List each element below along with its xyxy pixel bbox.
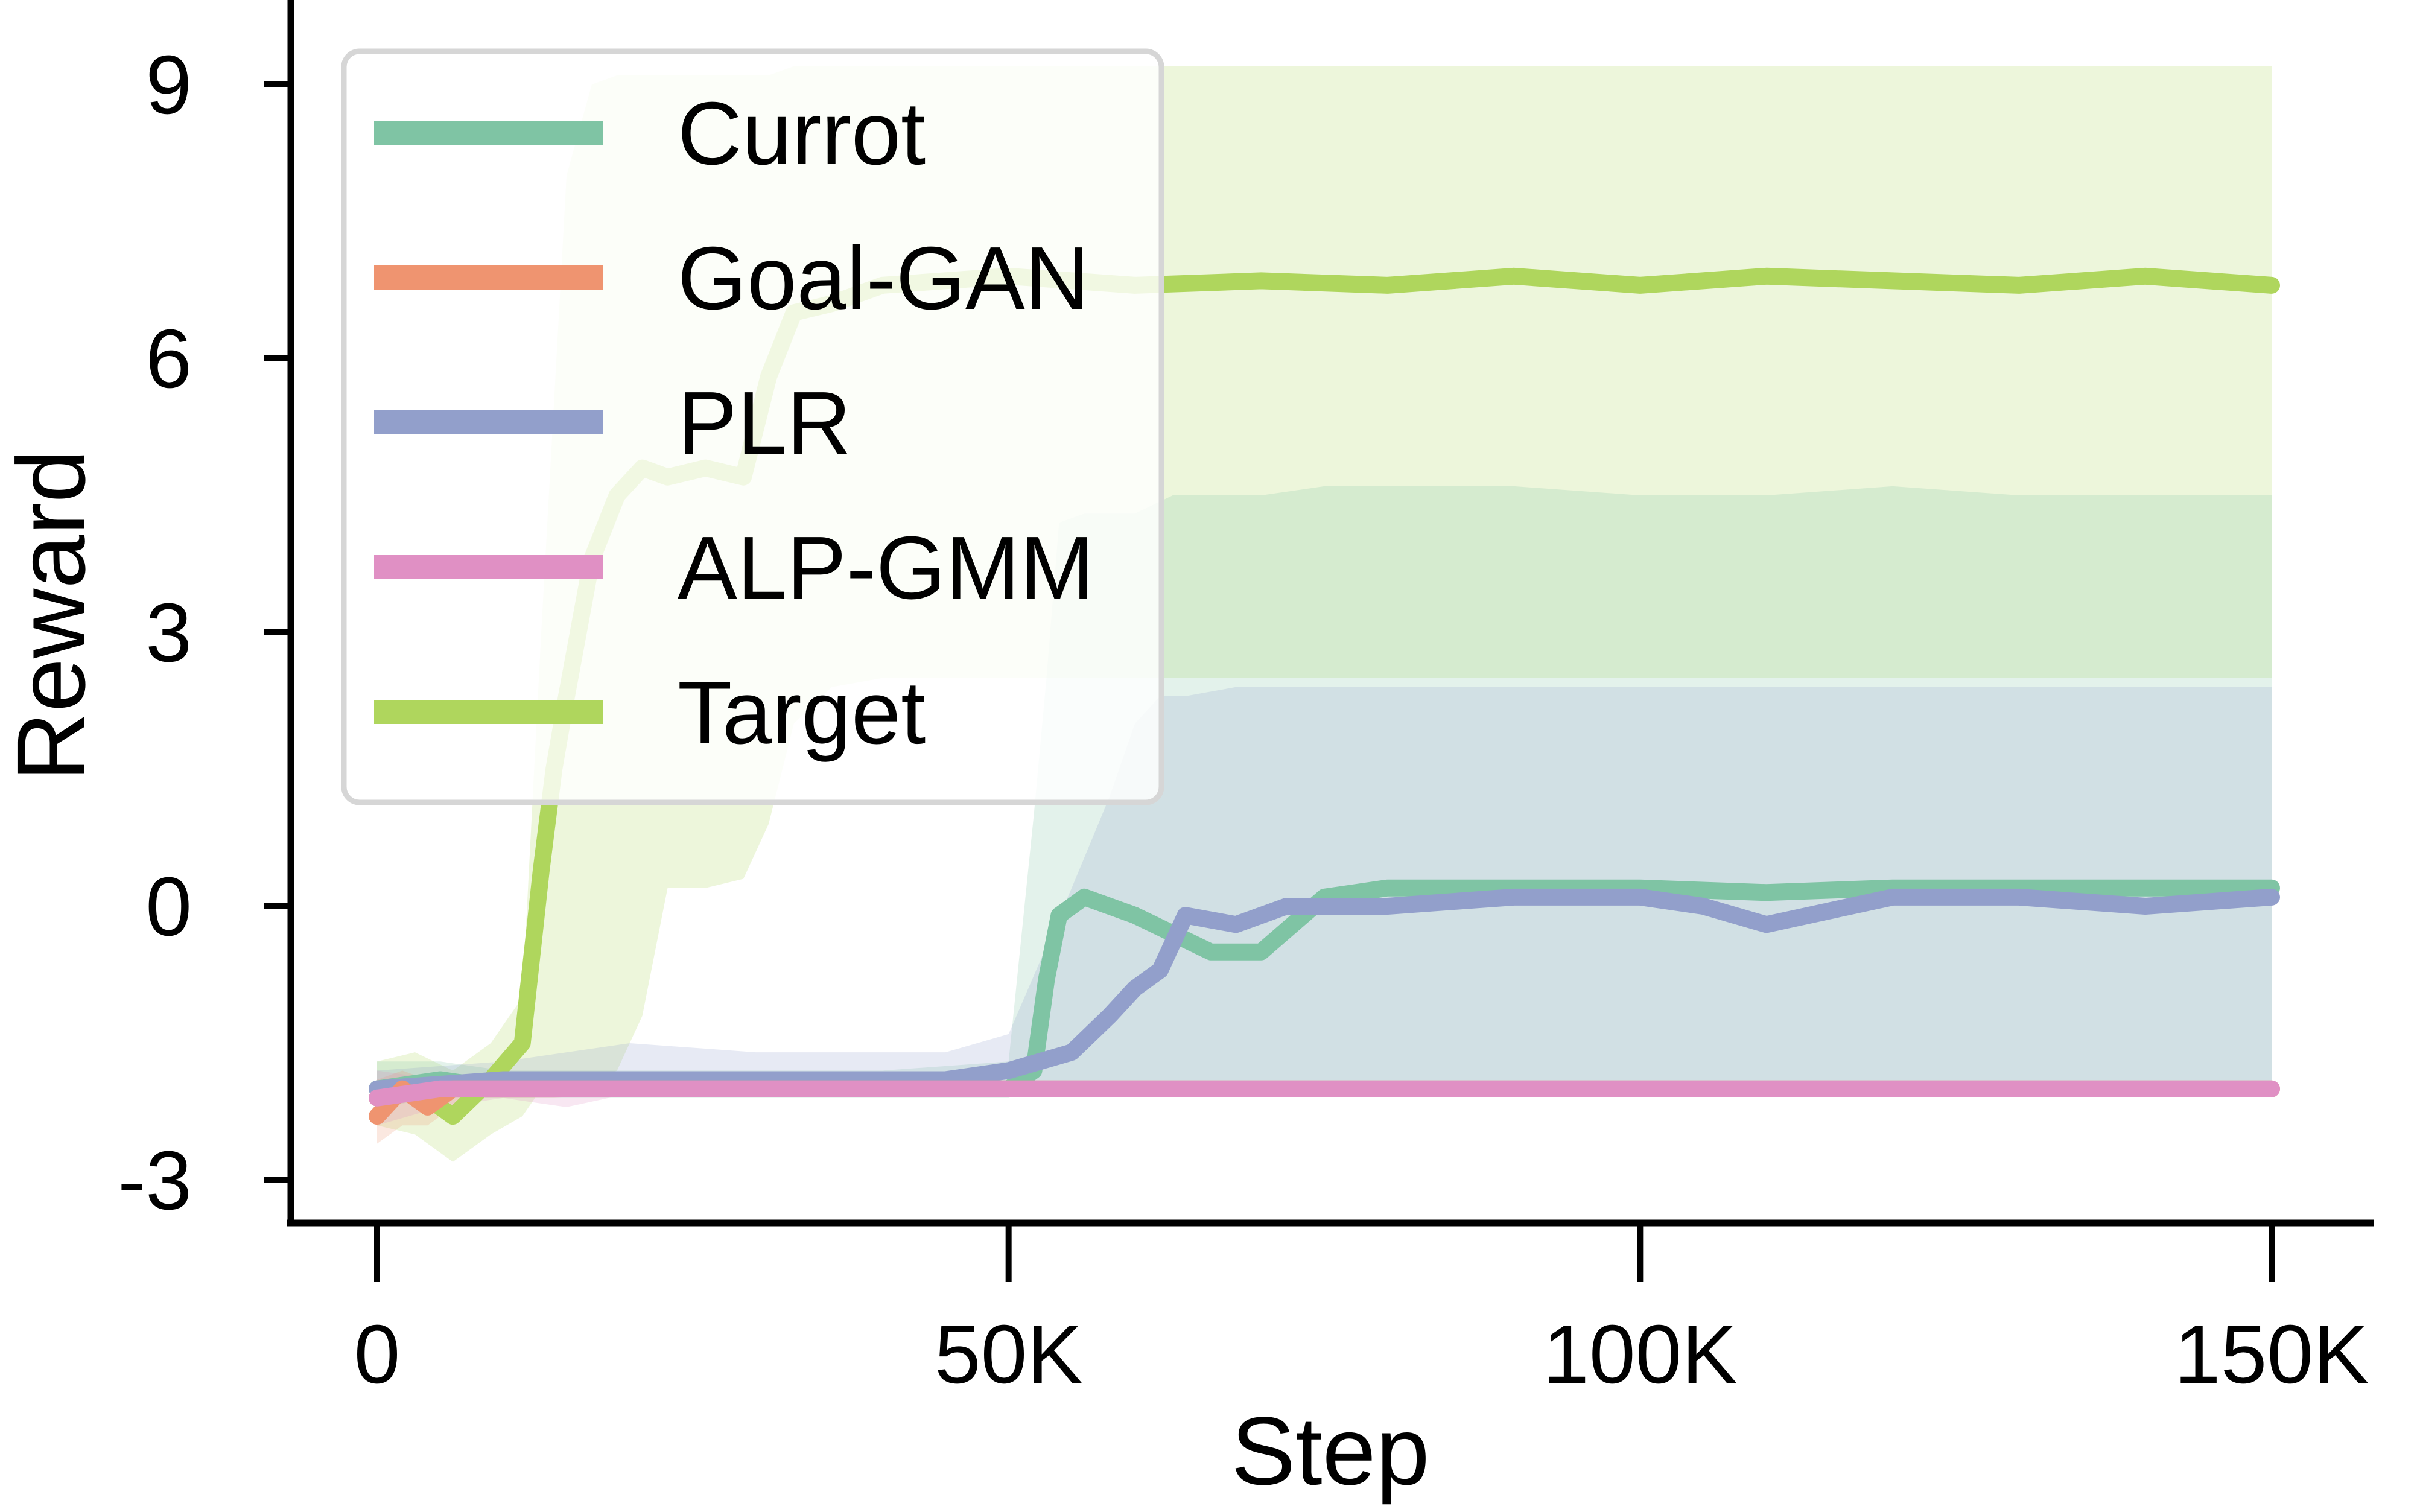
legend-label: Target (678, 663, 926, 763)
alp-gmm-line (369, 1080, 2280, 1107)
legend-item-target: Target (374, 663, 926, 763)
legend-label: Currot (678, 84, 926, 183)
legend-item-alp-gmm: ALP-GMM (374, 518, 1094, 618)
currot-band (377, 486, 2272, 1107)
axes (287, 0, 2374, 1227)
y-tick-label: 6 (145, 313, 192, 405)
plr-line (369, 888, 2280, 1097)
legend-item-goal-gan: Goal-GAN (374, 229, 1090, 328)
legend-label: Goal-GAN (678, 229, 1090, 328)
legend: Currot Goal-GAN PLR ALP-GMM Target (341, 48, 1164, 805)
y-tick-label: 9 (145, 39, 192, 132)
x-ticks: 0 50K 100K 150K (354, 1223, 2369, 1401)
legend-label: PLR (678, 373, 851, 473)
x-tick-label: 0 (354, 1308, 401, 1401)
x-tick-label: 50K (935, 1308, 1083, 1401)
legend-label: ALP-GMM (678, 518, 1094, 618)
y-tick-label: 3 (145, 586, 192, 679)
x-tick-label: 150K (2174, 1308, 2369, 1401)
legend-frame (341, 48, 1164, 805)
legend-item-plr: PLR (374, 373, 851, 473)
y-axis-label: Reward (0, 449, 105, 781)
legend-item-currot: Currot (374, 84, 926, 183)
y-tick-label: -3 (118, 1134, 192, 1227)
y-ticks: -3 0 3 6 9 (118, 39, 291, 1227)
legend-entries: Currot Goal-GAN PLR ALP-GMM Target (374, 84, 1094, 763)
x-axis-label: Step (1231, 1397, 1429, 1505)
y-tick-label: 0 (145, 860, 192, 953)
x-tick-label: 100K (1543, 1308, 1737, 1401)
